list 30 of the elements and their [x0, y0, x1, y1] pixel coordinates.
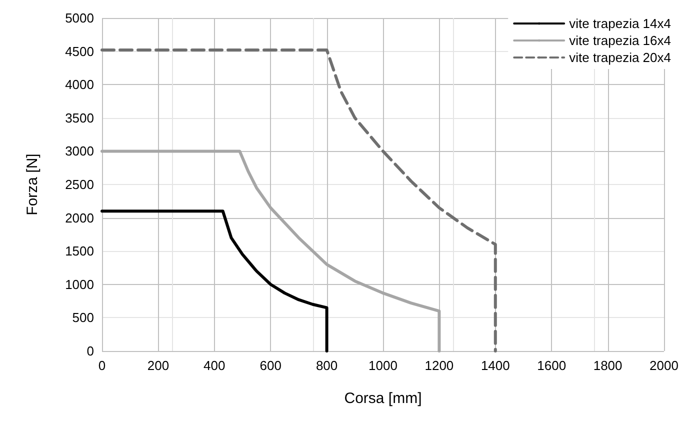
- y-tick-label: 2500: [65, 177, 94, 192]
- y-tick-label: 2000: [65, 210, 94, 226]
- y-tick-label: 4000: [65, 77, 94, 92]
- legend-label: vite trapezia 20x4: [569, 50, 672, 65]
- x-tick-label: 1400: [480, 358, 510, 373]
- line-series: [100, 210, 328, 352]
- y-tick-label: 1000: [65, 276, 94, 292]
- x-tick-label: 400: [204, 358, 226, 373]
- y-axis-title: Forza [N]: [24, 154, 41, 216]
- x-axis-title: Corsa [mm]: [344, 390, 422, 407]
- x-tick-label: 600: [260, 358, 282, 373]
- x-tick-label: 1800: [593, 358, 622, 373]
- y-tick-label: 3500: [65, 110, 94, 126]
- x-tick-label: 800: [316, 358, 338, 373]
- y-tick-label: 1500: [65, 244, 94, 259]
- y-tick-label: 500: [72, 310, 94, 326]
- x-tick-label: 1600: [537, 358, 566, 373]
- y-tick-label: 4500: [65, 44, 94, 59]
- y-tick-label: 3000: [65, 144, 94, 159]
- y-tick-label: 5000: [65, 10, 94, 26]
- line-series: [100, 150, 441, 352]
- x-tick-label: 200: [147, 358, 170, 373]
- x-tick-label: 1200: [424, 358, 454, 373]
- y-tick-label: 0: [86, 344, 94, 358]
- x-tick-label: 1000: [368, 358, 398, 373]
- line-series: [100, 48, 497, 352]
- x-tick-label: 2000: [650, 358, 678, 373]
- legend-label: vite trapezia 14x4: [569, 16, 672, 31]
- x-tick-label: 0: [98, 358, 106, 373]
- legend-label: vite trapezia 16x4: [569, 33, 672, 48]
